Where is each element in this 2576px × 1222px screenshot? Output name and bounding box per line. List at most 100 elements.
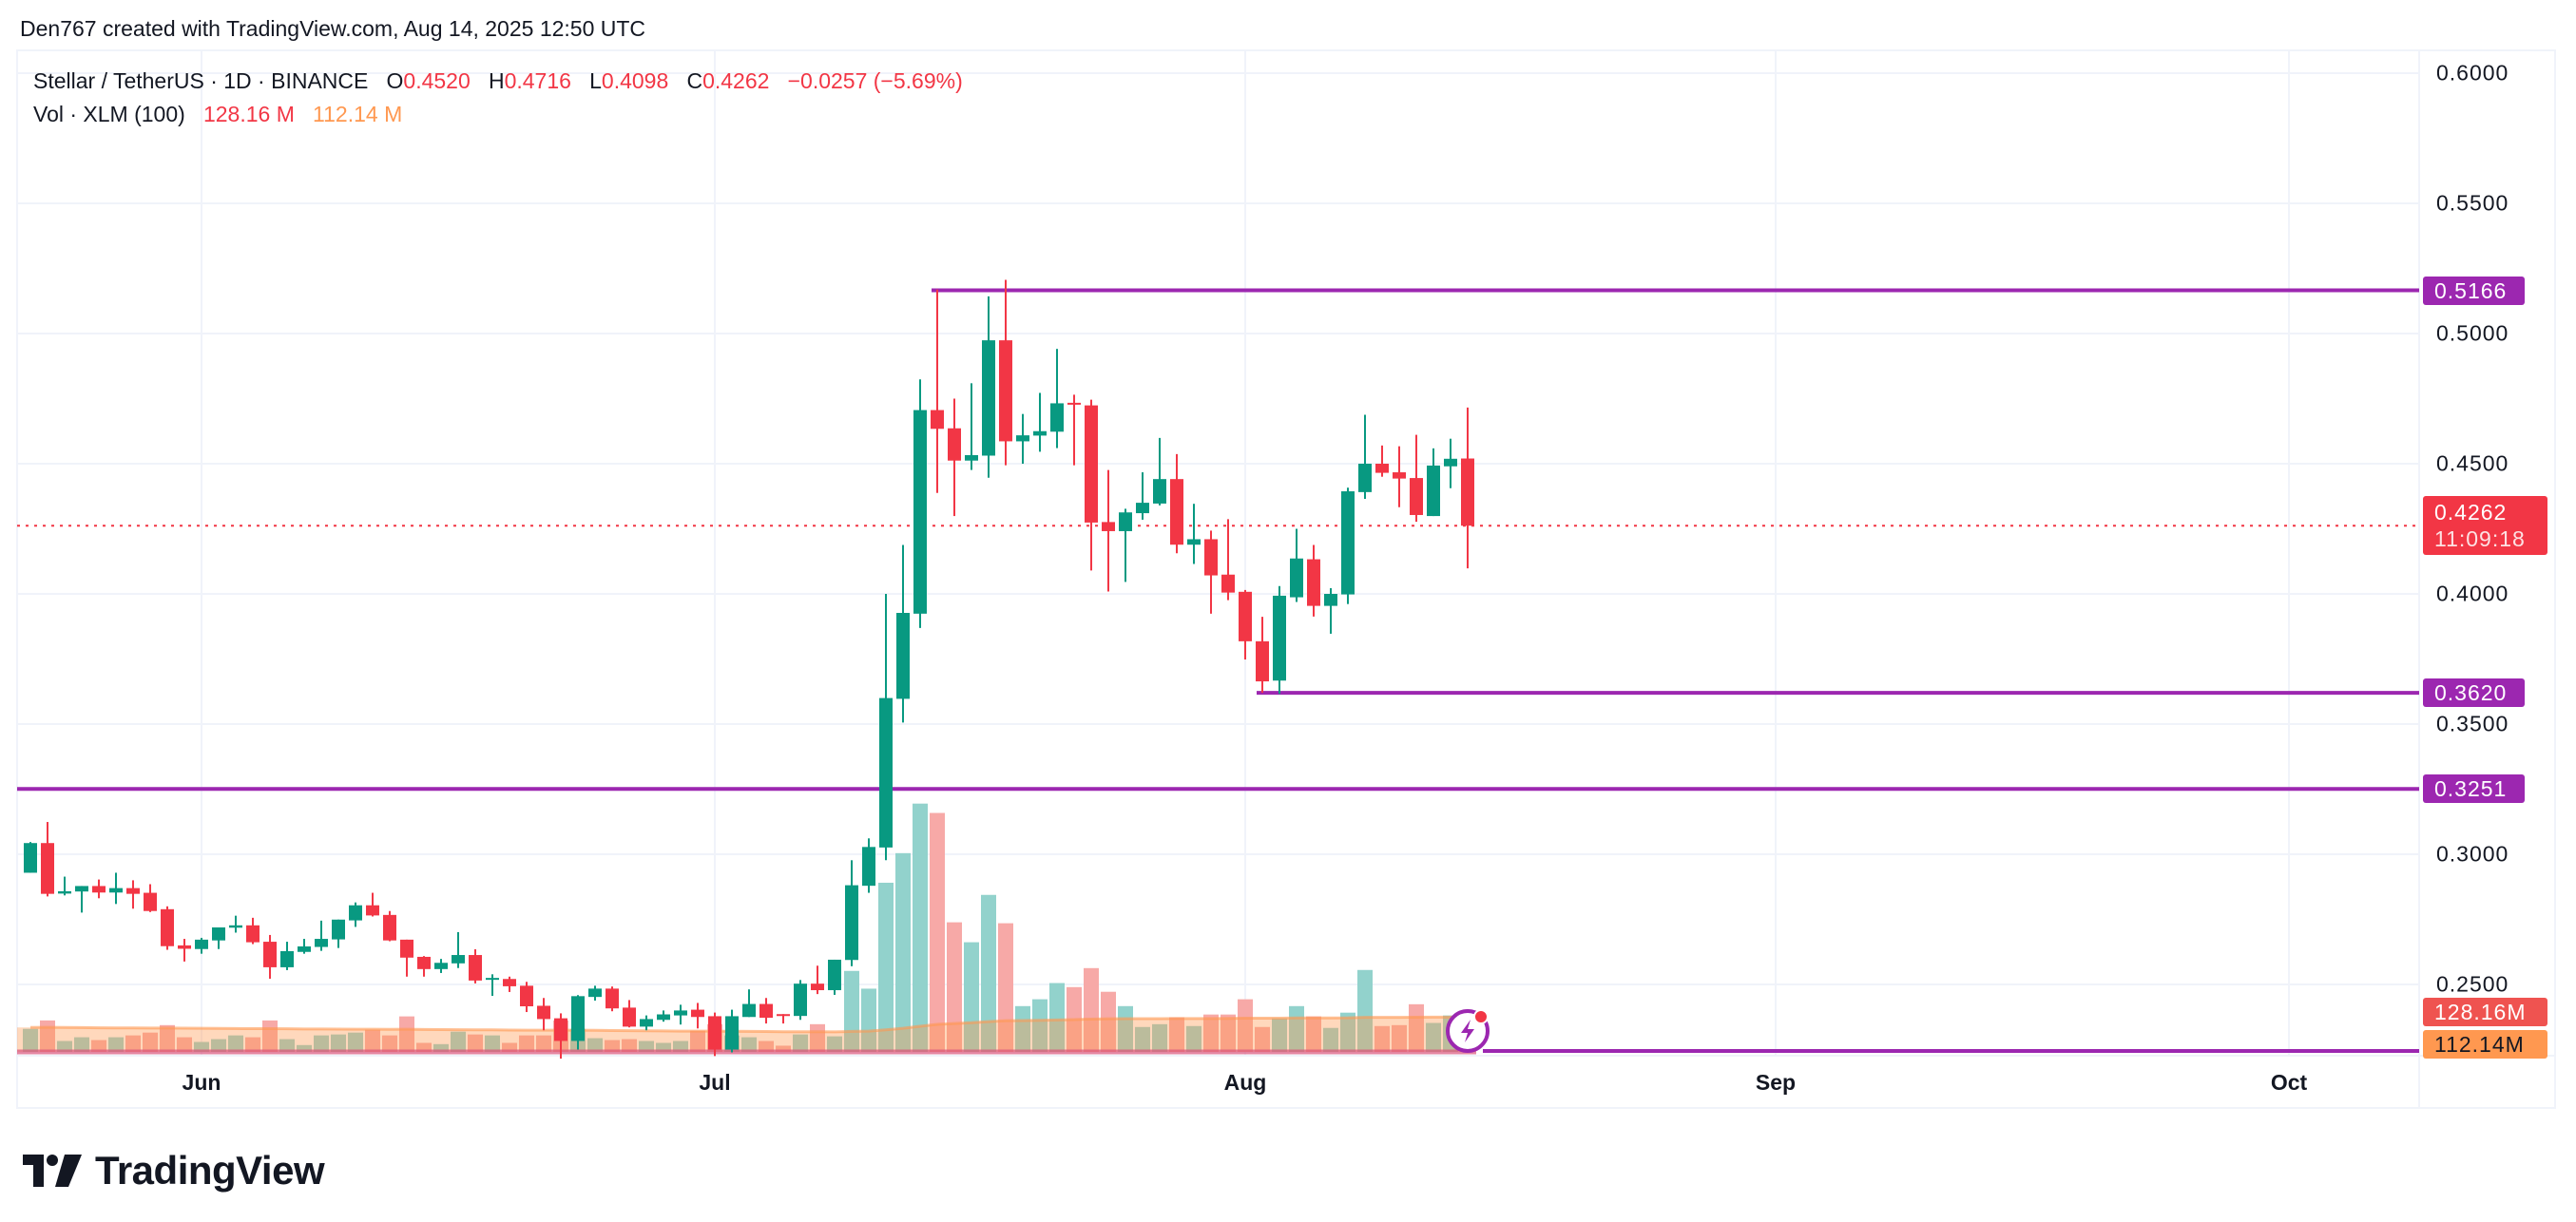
candle-body [982, 340, 995, 456]
symbol-title[interactable]: Stellar / TetherUS · 1D · BINANCE [33, 68, 369, 93]
grid-lines [17, 50, 2419, 1056]
price-tick-label: 0.4500 [2436, 450, 2509, 476]
volume-bar [741, 1037, 757, 1052]
volume-bar [913, 803, 928, 1052]
symbol-legend[interactable]: Stellar / TetherUS · 1D · BINANCE O0.452… [33, 68, 963, 94]
volume-bar [1049, 983, 1065, 1052]
volume-bar [194, 1041, 209, 1052]
candle-body [571, 996, 585, 1041]
candle-body [178, 945, 191, 949]
volume-bar [177, 1037, 192, 1052]
volume-bar [587, 1038, 603, 1052]
volume-bar [416, 1042, 432, 1052]
volume-title[interactable]: Vol · XLM (100) [33, 102, 185, 126]
volume-bar [160, 1024, 175, 1052]
high-value: 0.4716 [504, 68, 571, 93]
volume-ma-badge: 112.14M [2423, 1030, 2547, 1059]
price-tick-label: 0.3000 [2436, 841, 2509, 867]
volume-bar [759, 1041, 774, 1052]
tradingview-logo-text: TradingView [95, 1148, 325, 1193]
candle-body [640, 1019, 653, 1027]
volume-bar [981, 894, 996, 1052]
tradingview-logo-icon [23, 1155, 82, 1187]
volume-bar [1203, 1014, 1219, 1052]
close-value: 0.4262 [702, 68, 770, 93]
volume-bar [331, 1034, 346, 1052]
horizontal-levels[interactable] [17, 288, 2419, 1053]
candle-body [400, 939, 413, 958]
candle-body [109, 888, 123, 893]
candle-body [1050, 403, 1064, 432]
volume-bar [1135, 1026, 1150, 1052]
candle-body [1239, 591, 1252, 641]
volume-bars [23, 803, 1475, 1052]
volume-bar [382, 1035, 397, 1052]
candle-body [691, 1009, 704, 1018]
candle-body [828, 959, 841, 991]
candle-body [657, 1014, 670, 1021]
volume-bar [639, 1041, 654, 1052]
volume-bar [297, 1044, 312, 1052]
low-value: 0.4098 [601, 68, 669, 93]
volume-bar [279, 1039, 295, 1052]
candle-body [794, 983, 807, 1017]
candle-body [1119, 512, 1132, 531]
date-tick-label: Oct [2270, 1070, 2308, 1095]
volume-bar [536, 1035, 551, 1052]
level-badge-mid: 0.3620 [2423, 678, 2525, 707]
candle-body [588, 988, 602, 998]
candle-body [811, 983, 824, 991]
volume-bar [776, 1045, 791, 1052]
volume-ma-area [17, 1015, 1476, 1055]
volume-bar [1238, 999, 1253, 1052]
high-label: H [488, 68, 505, 93]
alert-lightning-icon[interactable] [1446, 1009, 1490, 1053]
volume-bar [245, 1037, 260, 1052]
volume-bar [211, 1039, 226, 1052]
last-price-value: 0.4262 [2434, 500, 2508, 525]
candle-body [1256, 640, 1269, 682]
price-tick-label: 0.5000 [2436, 320, 2509, 346]
candle-body [1461, 458, 1474, 526]
candle-body [759, 1003, 773, 1019]
candle-body [606, 988, 619, 1009]
volume-bar [1152, 1023, 1167, 1052]
volume-bar [895, 852, 911, 1052]
candle-body [520, 985, 533, 1007]
volume-bar [143, 1032, 158, 1052]
volume-ma-fill [17, 1017, 1468, 1052]
volume-bar [690, 1030, 705, 1052]
volume-bar [1426, 1022, 1441, 1052]
volume-bar [108, 1037, 124, 1052]
candle-body [1410, 478, 1423, 515]
volume-bar [451, 1031, 466, 1052]
volume-bar [1323, 1027, 1338, 1052]
volume-bar [605, 1040, 620, 1052]
candle-body [1033, 430, 1047, 436]
volume-legend[interactable]: Vol · XLM (100) 128.16 M 112.14 M [33, 102, 402, 127]
candle-body [349, 905, 362, 921]
candle-body [879, 697, 893, 848]
candle-body [1307, 559, 1320, 606]
candle-body [1170, 479, 1183, 545]
candle-body [896, 613, 910, 699]
volume-bar [125, 1035, 141, 1052]
volume-bar [947, 922, 962, 1052]
candle-body [434, 963, 448, 969]
volume-bar [1221, 1014, 1236, 1052]
volume-bar [23, 1028, 38, 1052]
candles [24, 279, 1474, 1060]
volume-value: 128.16 M [202, 102, 295, 126]
tradingview-logo[interactable]: TradingView [23, 1148, 325, 1193]
candle-body [623, 1007, 636, 1027]
volume-bar [468, 1034, 483, 1052]
volume-bar [827, 1036, 842, 1052]
change-value: −0.0257 (−5.69%) [787, 68, 963, 93]
volume-bar [1084, 967, 1099, 1052]
candle-body [486, 978, 499, 981]
volume-bar [878, 882, 894, 1052]
bar-countdown: 11:09:18 [2434, 526, 2526, 551]
date-tick-label: Aug [1223, 1070, 1267, 1095]
volume-bar [1306, 1016, 1321, 1052]
